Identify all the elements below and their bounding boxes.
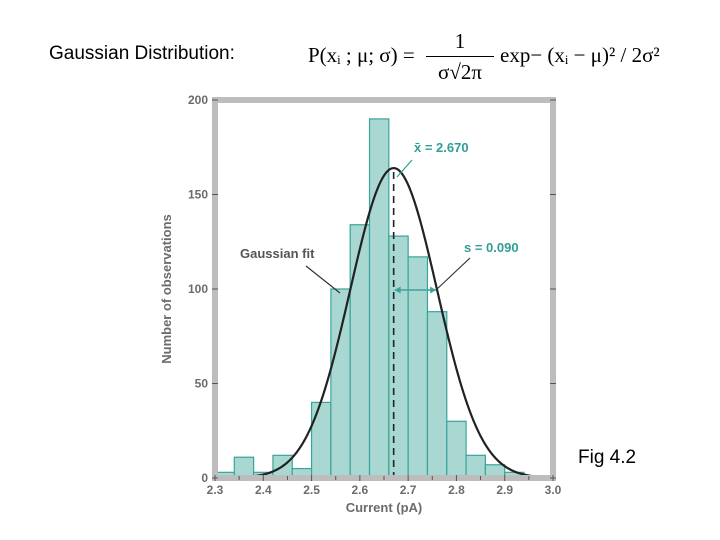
x-tick-label: 2.5 — [303, 483, 320, 497]
x-tick-label: 2.7 — [400, 483, 417, 497]
equation-numerator: 1 — [454, 29, 466, 53]
x-tick-label: 2.3 — [207, 483, 224, 497]
sd-annotation: s = 0.090 — [464, 240, 519, 255]
sd-annotation-leader — [435, 257, 471, 291]
y-tick-label: 100 — [188, 282, 208, 296]
y-tick-label: 0 — [201, 471, 208, 485]
equation-denominator: σ√2π — [438, 60, 482, 84]
histogram-bar — [388, 235, 409, 479]
y-tick-label: 50 — [195, 377, 209, 391]
histogram-bar — [310, 401, 332, 479]
mean-annotation-leader — [396, 159, 413, 178]
x-tick-label: 3.0 — [545, 483, 562, 497]
x-axis-label: Current (pA) — [346, 500, 423, 515]
equation-rhs: exp− (xᵢ − μ)² / 2σ² — [500, 43, 660, 67]
y-tick-label: 200 — [188, 93, 208, 107]
y-axis-label: Number of observations — [159, 214, 174, 364]
fraction-bar — [426, 56, 494, 57]
x-tick-label: 2.9 — [496, 483, 513, 497]
gaussian-fit-curve — [214, 166, 554, 480]
page-heading: Gaussian Distribution: — [49, 43, 235, 64]
x-tick-label: 2.6 — [352, 483, 369, 497]
y-tick-label: 150 — [188, 188, 208, 202]
sd-arrow-head-left — [394, 286, 401, 294]
figure-label: Fig 4.2 — [578, 447, 637, 468]
histogram-bar — [233, 456, 255, 479]
histogram-bar — [330, 288, 351, 479]
histogram-bar — [426, 311, 448, 479]
mean-annotation: x̄ = 2.670 — [414, 140, 469, 155]
sd-arrow-head-right — [430, 286, 437, 294]
x-tick-label: 2.4 — [255, 483, 272, 497]
histogram-bar — [349, 224, 371, 479]
gaussian-equation: P(xᵢ ; μ; σ) = 1 σ√2π exp− (xᵢ − μ)² / 2… — [300, 22, 700, 94]
x-tick-label: 2.8 — [448, 483, 465, 497]
equation-fraction: 1 σ√2π — [426, 28, 494, 85]
equation-lhs: P(xᵢ ; μ; σ) = — [308, 43, 415, 67]
histogram-bar — [465, 454, 487, 479]
fit-annotation: Gaussian fit — [240, 246, 315, 261]
fit-annotation-leader — [305, 265, 341, 294]
histogram-bar — [446, 420, 467, 479]
